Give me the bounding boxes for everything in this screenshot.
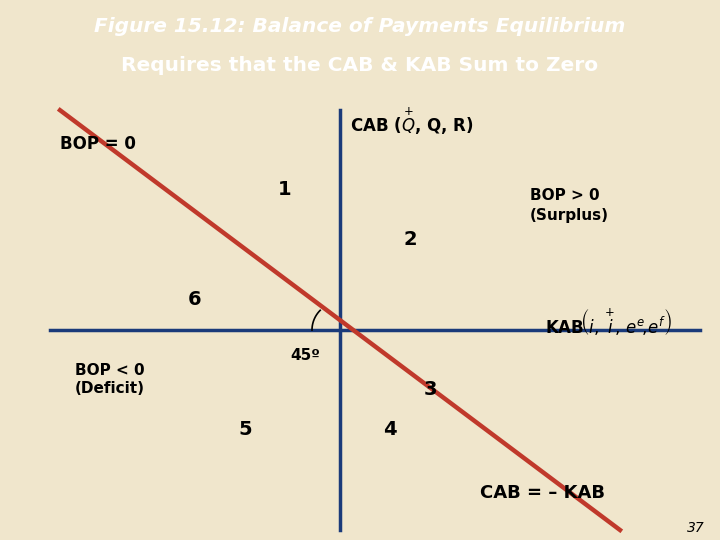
Text: BOP < 0: BOP < 0 (75, 362, 145, 377)
Text: BOP = 0: BOP = 0 (60, 135, 136, 153)
Text: (Surplus): (Surplus) (530, 208, 609, 222)
Text: BOP > 0: BOP > 0 (530, 188, 600, 202)
Text: 3: 3 (423, 380, 437, 399)
Text: 4: 4 (383, 420, 397, 439)
Text: 2: 2 (403, 230, 417, 249)
Text: 5: 5 (238, 420, 252, 439)
Text: Figure 15.12: Balance of Payments Equilibrium: Figure 15.12: Balance of Payments Equili… (94, 17, 626, 36)
Text: (Deficit): (Deficit) (75, 381, 145, 396)
Text: CAB = – KAB: CAB = – KAB (480, 484, 605, 502)
Text: 6: 6 (188, 290, 202, 309)
Text: Requires that the CAB & KAB Sum to Zero: Requires that the CAB & KAB Sum to Zero (122, 56, 598, 75)
Text: KAB$\!\left(\mathit{i},\,\overset{+}{\mathit{i}},\,e^e\!,\!e^f\right)$: KAB$\!\left(\mathit{i},\,\overset{+}{\ma… (545, 306, 672, 338)
Text: 1: 1 (278, 180, 292, 199)
Text: CAB ($\overset{+}{\mathit{Q}}$, Q, R): CAB ($\overset{+}{\mathit{Q}}$, Q, R) (350, 105, 474, 137)
Text: 45º: 45º (290, 348, 320, 362)
Text: 37: 37 (688, 521, 705, 535)
